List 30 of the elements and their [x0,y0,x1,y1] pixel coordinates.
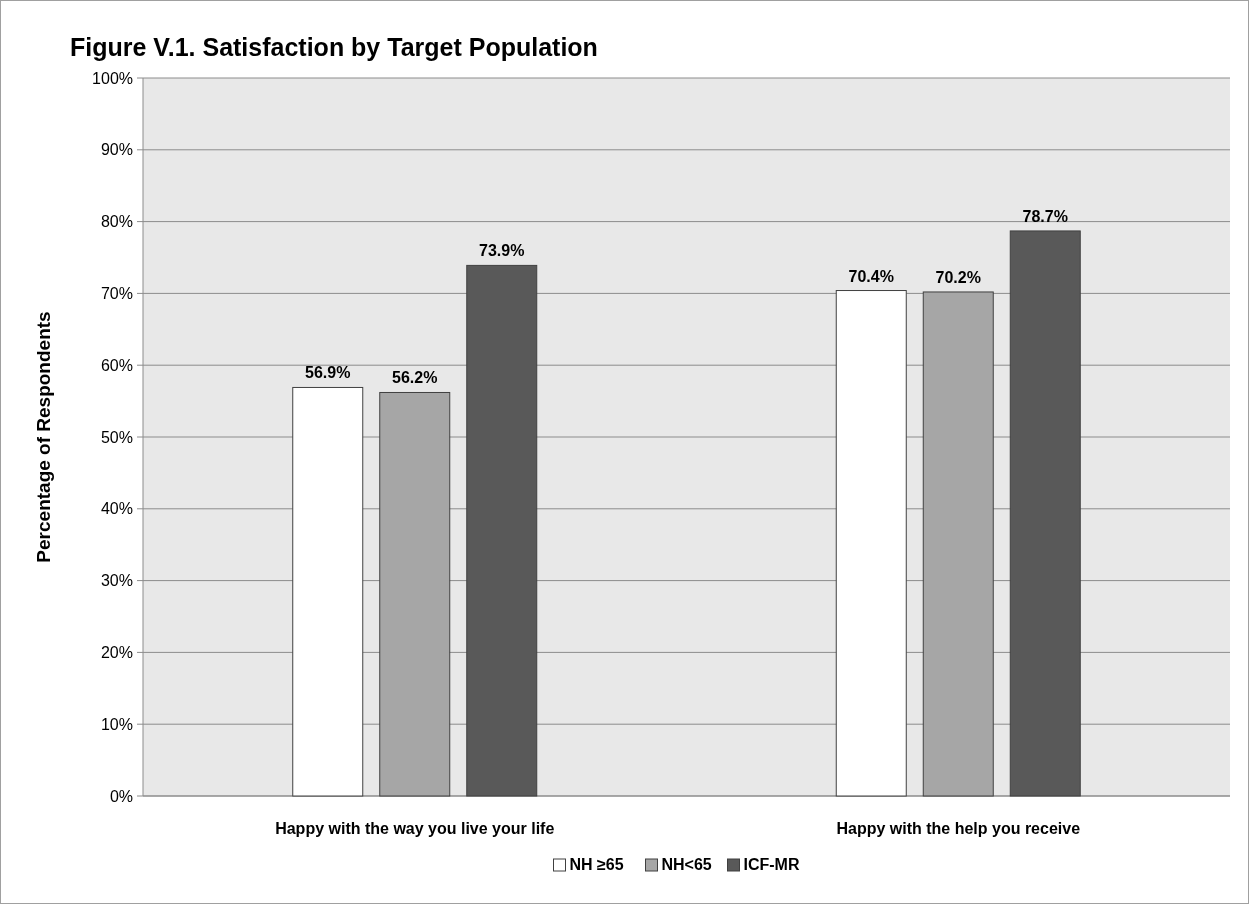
y-tick-label: 50% [100,428,133,446]
bar [922,291,994,797]
legend-label: NH ≥65 [569,856,624,873]
data-label: 78.7% [1022,207,1068,225]
legend-label: ICF-MR [743,856,800,873]
data-label: 56.9% [305,364,351,382]
chart-title: Figure V.1. Satisfaction by Target Population [70,33,598,61]
y-tick-label: 100% [92,69,133,87]
data-label: 70.4% [848,267,894,285]
y-tick-label: 70% [100,285,133,302]
y-tick-label: 30% [100,572,133,590]
y-tick-label: 40% [100,500,133,518]
y-tick-label: 10% [100,715,133,733]
y-tick-label: 80% [100,213,133,231]
y-tick-label: 0% [109,787,133,805]
bar [379,391,451,797]
y-tick-label: 60% [100,356,133,374]
bar [466,264,538,797]
data-label: 73.9% [479,242,525,260]
y-tick-label: 90% [100,141,133,159]
x-tick-label: Happy with the way you live your life [275,820,555,837]
legend-label: NH<65 [661,856,712,873]
bar [1009,230,1081,797]
y-tick-label: 20% [100,644,133,661]
data-label: 70.2% [935,268,981,286]
bar [292,386,364,797]
y-axis-title: Percentage of Respondents [33,311,54,563]
x-tick-label: Happy with the help you receive [836,820,1081,837]
data-label: 56.2% [392,369,438,387]
bar [835,290,907,797]
